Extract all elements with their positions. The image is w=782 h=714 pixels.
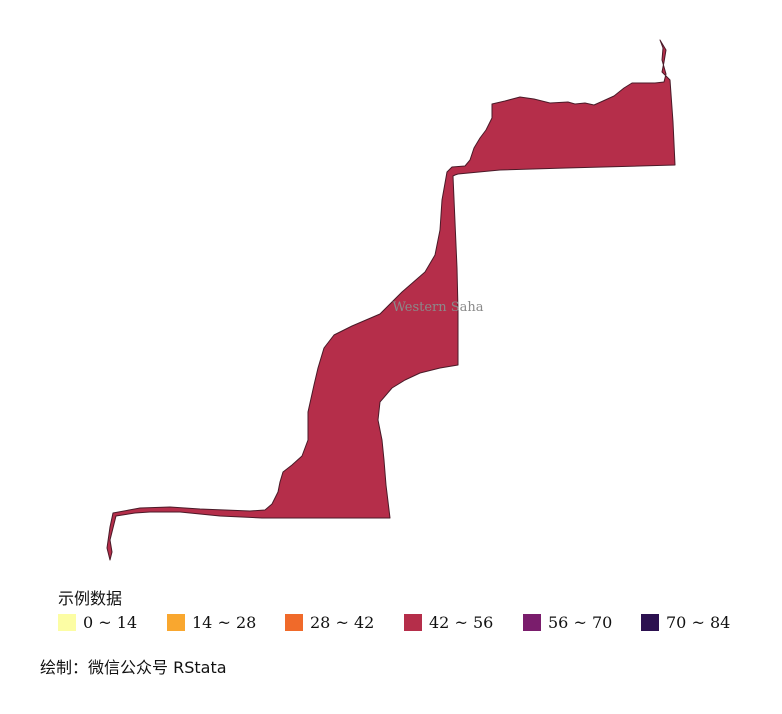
legend-label: 70 ~ 84 <box>666 613 731 632</box>
legend-swatch <box>285 614 303 631</box>
legend-swatch <box>404 614 422 631</box>
legend-label: 14 ~ 28 <box>192 613 257 632</box>
legend-label: 56 ~ 70 <box>548 613 613 632</box>
legend-label: 0 ~ 14 <box>83 613 138 632</box>
legend-swatch <box>58 614 76 631</box>
legend-title: 示例数据 <box>58 589 123 608</box>
legend-swatch <box>641 614 659 631</box>
caption: 绘制：微信公众号 RStata <box>40 658 227 677</box>
legend-label: 28 ~ 42 <box>310 613 375 632</box>
legend-swatch <box>523 614 541 631</box>
region-label: Western Saha <box>392 300 483 315</box>
region-western-sahara[interactable] <box>106 39 676 561</box>
legend-swatch <box>167 614 185 631</box>
legend-label: 42 ~ 56 <box>429 613 494 632</box>
legend: 0 ~ 14 14 ~ 28 28 ~ 42 42 ~ 56 56 ~ 70 7… <box>58 612 758 636</box>
